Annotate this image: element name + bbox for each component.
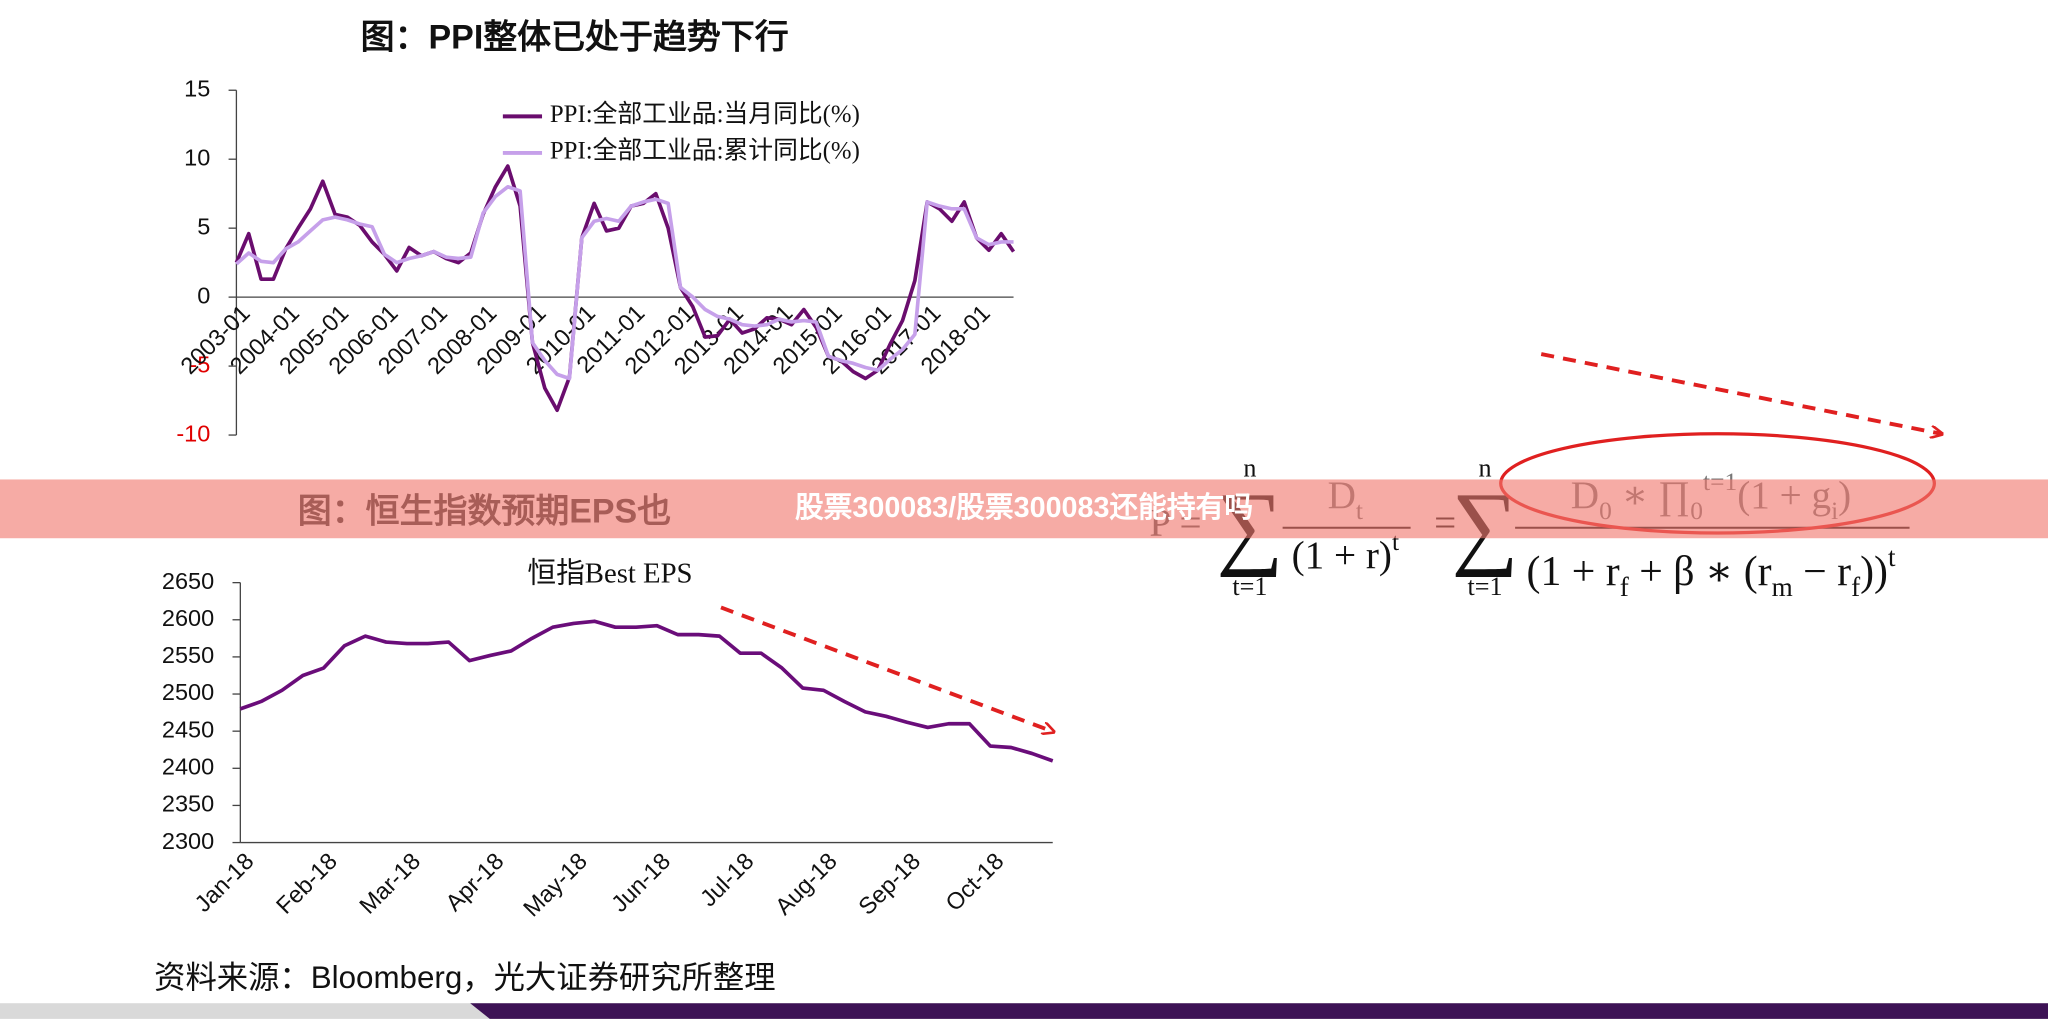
data-line [235, 184, 1014, 381]
y-tick-label: 2400 [162, 754, 214, 780]
y-tick-label: 5 [197, 213, 210, 239]
y-tick-label: 2650 [162, 568, 214, 594]
sum-bottom: t=1 [1232, 572, 1267, 601]
x-tick-label: Jun-18 [606, 848, 675, 917]
x-tick-label: Aug-18 [770, 848, 842, 920]
chart-title: 恒指Best EPS [527, 558, 692, 590]
y-tick-label: -10 [176, 420, 210, 446]
formula-token: f [1851, 572, 1861, 602]
x-tick-label: Jan-18 [190, 848, 259, 917]
y-tick-label: 2600 [162, 605, 214, 631]
formula-token: )) [1860, 548, 1888, 594]
trend-arrow [1540, 352, 1941, 434]
formula-token: m [1772, 572, 1793, 602]
y-tick-label: 2300 [162, 828, 214, 854]
footer-accent [470, 1003, 2048, 1019]
x-tick-label: Sep-18 [853, 848, 925, 920]
y-tick-label: 2350 [162, 791, 214, 817]
banner [0, 479, 2048, 539]
legend-label: PPI:全部工业品:当月同比(%) [550, 100, 860, 128]
trend-arrow [720, 605, 1053, 731]
x-tick-label: May-18 [518, 848, 592, 922]
x-tick-label: Jul-18 [695, 848, 759, 912]
sum-top: n [1243, 453, 1256, 482]
content: 图：PPI整体已处于趋势下行151050-5-102003-012004-012… [162, 18, 1910, 922]
formula-token: − r [1793, 548, 1851, 594]
formula-token: (1 + r [1527, 548, 1620, 594]
formula-token: f [1620, 572, 1630, 602]
banner-text: 股票300083/股票300083还能持有吗 [795, 491, 1253, 524]
sum-top: n [1479, 453, 1492, 482]
formula-token: + β ∗ (r [1629, 548, 1772, 594]
x-tick-label: Feb-18 [271, 848, 342, 919]
source-note: 资料来源：Bloomberg，光大证券研究所整理 [154, 960, 775, 995]
sum-bottom: t=1 [1468, 572, 1503, 601]
x-tick-label: Oct-18 [940, 848, 1008, 916]
legend-label: PPI:全部工业品:累计同比(%) [550, 137, 860, 165]
y-tick-label: -5 [189, 351, 210, 377]
y-tick-label: 2500 [162, 679, 214, 705]
chart-title: 图：PPI整体已处于趋势下行 [361, 18, 789, 56]
formula-token: (1 + r) [1292, 534, 1392, 577]
formula-token: t [1392, 527, 1399, 556]
y-tick-label: 2450 [162, 716, 214, 742]
formula-part: (1 + r)t [1292, 527, 1399, 577]
x-tick-label: Mar-18 [354, 848, 425, 919]
formula-token: t [1888, 542, 1896, 572]
y-tick-label: 15 [184, 75, 210, 101]
y-tick-label: 2550 [162, 642, 214, 668]
data-line [239, 619, 1054, 763]
x-tick-label: Apr-18 [440, 848, 508, 916]
y-tick-label: 0 [197, 282, 210, 308]
data-line [234, 164, 1016, 413]
formula-part: (1 + rf + β ∗ (rm − rf))t [1527, 542, 1896, 602]
y-tick-label: 10 [184, 144, 210, 170]
